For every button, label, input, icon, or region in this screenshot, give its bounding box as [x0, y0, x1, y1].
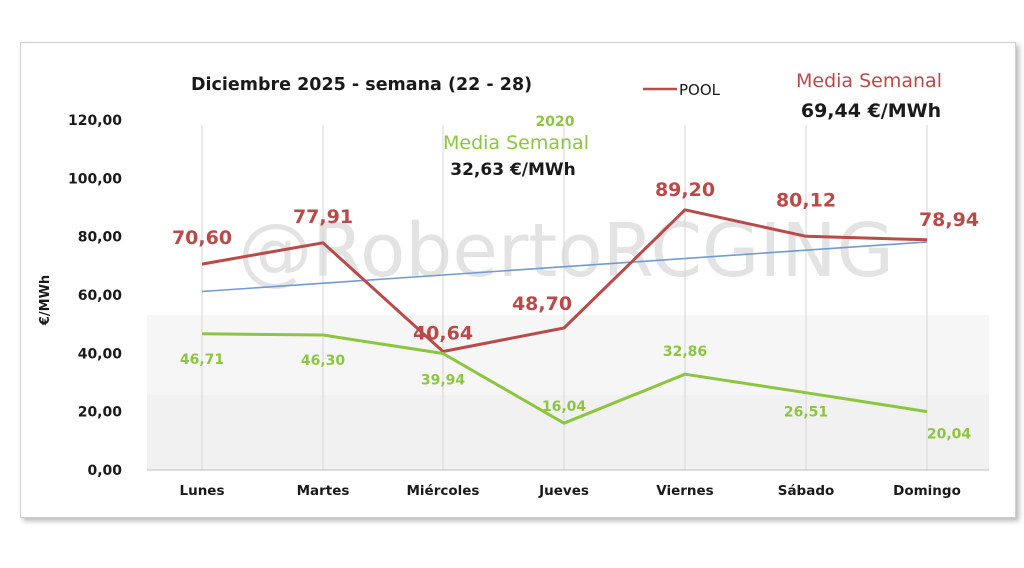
- trend-layer: [201, 241, 928, 293]
- year-2020-average-value: 32,63 €/MWh: [450, 160, 576, 180]
- chart-title: Diciembre 2025 - semana (22 - 28): [191, 75, 532, 95]
- x-tick-label: Jueves: [538, 483, 589, 499]
- x-tick-label: Viernes: [656, 483, 713, 499]
- data-label-pool: 70,60: [172, 227, 232, 249]
- data-label-2020: 46,71: [180, 352, 224, 368]
- labels-layer: 70,60 77,91 40,64 48,70 89,20 80,12 78,94 46,71…: [172, 179, 979, 443]
- year-2020-average-label: Media Semanal: [443, 132, 589, 154]
- data-label-pool: 48,70: [512, 293, 572, 315]
- year-2020-label: 2020: [536, 114, 575, 130]
- data-label-pool: 89,20: [655, 179, 715, 201]
- y-tick-label: 40,00: [78, 346, 123, 362]
- plot-band-upper: [147, 315, 989, 395]
- data-label-2020: 32,86: [663, 344, 707, 360]
- legend-pool-label: POOL: [679, 81, 721, 99]
- x-tick-label: Lunes: [179, 483, 224, 499]
- data-label-2020: 20,04: [927, 427, 972, 443]
- y-tick-label: 100,00: [68, 171, 122, 187]
- data-label-pool: 78,94: [919, 209, 979, 231]
- data-label-pool: 80,12: [776, 189, 836, 211]
- chart-frame: @RobertoRCGING 70,60 77,91 40,64 48,70 89,20…: [20, 42, 1016, 518]
- x-tick-label: Domingo: [893, 483, 961, 499]
- pool-average-label: Media Semanal: [796, 70, 942, 92]
- data-label-2020: 26,51: [784, 405, 828, 421]
- pool-average-value: 69,44 €/MWh: [801, 100, 941, 122]
- y-tick-label: 0,00: [87, 463, 122, 479]
- plot-band-lower: [147, 395, 989, 470]
- y-tick-label: 60,00: [78, 288, 123, 304]
- data-label-2020: 16,04: [542, 399, 587, 415]
- line-chart: @RobertoRCGING 70,6077,9140,6448,7089,20…: [38, 70, 989, 499]
- axis-layer: 0,00 20,00 40,00 60,00 80,00 100,00 120,00 Lune…: [68, 113, 989, 499]
- trendline: [201, 241, 928, 293]
- y-tick-label: 80,00: [78, 230, 123, 246]
- y-axis-title: €/MWh: [38, 275, 53, 326]
- y-tick-label: 120,00: [68, 113, 122, 129]
- data-label-2020: 46,30: [301, 353, 346, 369]
- data-label-2020: 39,94: [421, 373, 466, 389]
- x-tick-label: Miércoles: [407, 483, 480, 499]
- grid-layer: [201, 125, 928, 470]
- series-layer: [201, 208, 928, 425]
- y-tick-label: 20,00: [78, 405, 123, 421]
- x-tick-label: Sábado: [778, 483, 835, 499]
- x-tick-label: Martes: [297, 483, 350, 499]
- data-label-pool: 77,91: [293, 206, 353, 228]
- data-label-pool: 40,64: [413, 322, 473, 344]
